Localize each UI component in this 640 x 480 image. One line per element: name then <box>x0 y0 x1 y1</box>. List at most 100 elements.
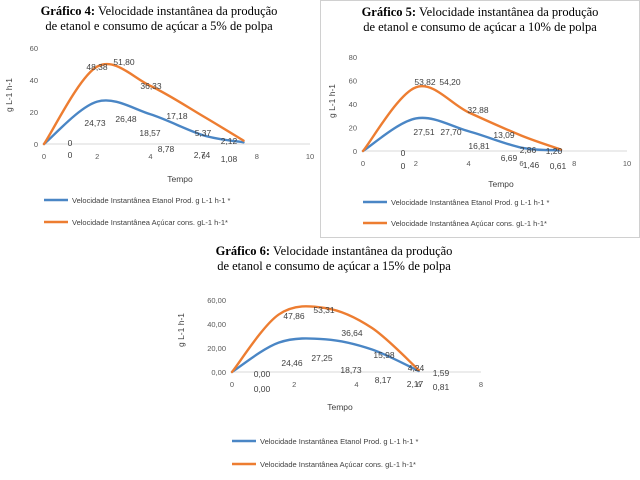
sugar-data-label: 0 <box>68 138 73 148</box>
x-tick-label: 4 <box>354 380 358 389</box>
sugar-data-label: 17,18 <box>166 111 188 121</box>
sugar-data-label: 5,37 <box>195 128 212 138</box>
ethanol-data-label: 0,00 <box>254 384 271 394</box>
sugar-data-label: 4,24 <box>408 363 425 373</box>
x-tick-label: 0 <box>230 380 234 389</box>
ethanol-data-label: 0,81 <box>433 382 450 392</box>
chart-title-rest: Velocidade instantânea da produção <box>418 5 599 19</box>
sugar-data-label: 51,80 <box>113 57 135 67</box>
x-tick-label: 6 <box>519 159 523 168</box>
y-tick-label: 0,00 <box>211 368 226 377</box>
chart-title: Gráfico 4: Velocidade instantânea da pro… <box>0 4 318 34</box>
chart-title-line2: de etanol e consumo de açúcar a 10% de p… <box>363 20 597 34</box>
ethanol-data-label: 18,73 <box>340 365 362 375</box>
x-axis-label: Tempo <box>327 402 353 412</box>
x-tick-label: 2 <box>414 159 418 168</box>
chart-panel-15pct: Gráfico 6: Velocidade instantânea da pro… <box>172 240 496 480</box>
sugar-data-label: 36,33 <box>140 81 162 91</box>
chart-panel-10pct: Gráfico 5: Velocidade instantânea da pro… <box>320 0 640 238</box>
x-axis-label: Tempo <box>167 174 193 184</box>
sugar-data-label: 36,64 <box>341 328 363 338</box>
y-tick-label: 60,00 <box>207 296 226 305</box>
chart-title: Gráfico 5: Velocidade instantânea da pro… <box>321 5 639 35</box>
sugar-data-label: 2,12 <box>221 136 238 146</box>
ethanol-data-label: 8,78 <box>158 144 175 154</box>
ethanol-data-label: 2,74 <box>194 150 211 160</box>
sugar-data-label: 1,20 <box>546 146 563 156</box>
x-tick-label: 6 <box>417 380 421 389</box>
sugar-data-label: 32,88 <box>467 105 489 115</box>
ethanol-data-label: 24,73 <box>84 118 106 128</box>
chart-title-bold: Gráfico 5: <box>361 5 417 19</box>
ethanol-data-label: 27,51 <box>413 127 435 137</box>
ethanol-data-label: 16,81 <box>468 141 490 151</box>
sugar-data-label: 0 <box>401 148 406 158</box>
ethanol-data-label: 18,57 <box>139 128 161 138</box>
chart-title-bold: Gráfico 6: <box>215 244 271 258</box>
sugar-data-label: 47,86 <box>283 311 305 321</box>
chart-title-rest: Velocidade instantânea da produção <box>97 4 278 18</box>
y-tick-label: 0 <box>353 147 357 156</box>
x-tick-label: 8 <box>255 152 259 161</box>
x-tick-label: 4 <box>467 159 471 168</box>
y-tick-label: 40 <box>30 76 38 85</box>
ethanol-series-line <box>230 337 420 374</box>
sugar-data-label: 13,09 <box>493 130 515 140</box>
legend-ethanol-label: Velocidade Instantânea Etanol Prod. g L-… <box>72 196 231 205</box>
ethanol-data-label: 24,46 <box>281 358 303 368</box>
sugar-data-label: 53,82 <box>414 77 436 87</box>
sugar-data-label: 15,98 <box>373 350 395 360</box>
sugar-series-line <box>42 62 245 146</box>
x-tick-label: 10 <box>306 152 314 161</box>
sugar-data-label: 0,00 <box>254 369 271 379</box>
ethanol-data-label: 2,17 <box>407 379 424 389</box>
ethanol-data-label: 27,70 <box>440 127 462 137</box>
ethanol-data-label: 0 <box>68 150 73 160</box>
legend-sugar-label: Velocidade Instantânea Açúcar cons. gL-1… <box>72 218 228 227</box>
legend-sugar-label: Velocidade Instantânea Açúcar cons. gL-1… <box>260 460 416 469</box>
chart-title-bold: Gráfico 4: <box>40 4 96 18</box>
ethanol-data-label: 8,17 <box>375 375 392 385</box>
legend-sugar-label: Velocidade Instantânea Açúcar cons. gL-1… <box>391 219 547 228</box>
sugar-data-label: 2,86 <box>520 145 537 155</box>
y-tick-label: 60 <box>30 44 38 53</box>
y-tick-label: 40 <box>349 100 357 109</box>
ethanol-data-label: 1,08 <box>221 154 238 164</box>
legend-ethanol-label: Velocidade Instantânea Etanol Prod. g L-… <box>391 198 550 207</box>
y-tick-label: 0 <box>34 140 38 149</box>
ethanol-series-line <box>361 116 563 153</box>
chart-title-rest: Velocidade instantânea da produção <box>272 244 453 258</box>
sugar-series-line <box>230 305 420 374</box>
y-tick-label: 20 <box>30 108 38 117</box>
chart-title-line2: de etanol e consumo de açúcar a 5% de po… <box>45 19 273 33</box>
ethanol-series-line <box>42 99 245 146</box>
ethanol-data-label: 0 <box>401 161 406 171</box>
y-tick-label: 60 <box>349 77 357 86</box>
x-tick-label: 8 <box>572 159 576 168</box>
y-tick-label: 40,00 <box>207 320 226 329</box>
x-tick-label: 0 <box>361 159 365 168</box>
chart-svg: 0,00 20,00 40,00 60,00 0 2 4 6 8 Tempo g L-1 h-1 0,… <box>176 296 483 469</box>
sugar-series-line <box>361 85 563 153</box>
x-tick-label: 2 <box>95 152 99 161</box>
chart-panel-5pct: Gráfico 4: Velocidade instantânea da pro… <box>0 0 318 238</box>
y-tick-label: 20 <box>349 124 357 133</box>
x-tick-label: 0 <box>42 152 46 161</box>
x-tick-label: 8 <box>479 380 483 389</box>
y-axis-label: g L-1 h-1 <box>327 84 337 118</box>
chart-title: Gráfico 6: Velocidade instantânea da pro… <box>172 244 496 274</box>
x-axis-label: Tempo <box>488 179 514 189</box>
sugar-data-label: 53,31 <box>313 305 335 315</box>
x-tick-label: 6 <box>202 152 206 161</box>
x-tick-label: 2 <box>292 380 296 389</box>
y-tick-label: 80 <box>349 53 357 62</box>
chart-title-line2: de etanol e consumo de açúcar a 15% de p… <box>217 259 451 273</box>
ethanol-data-label: 6,69 <box>501 153 518 163</box>
y-tick-label: 20,00 <box>207 344 226 353</box>
ethanol-data-label: 26,48 <box>115 114 137 124</box>
ethanol-data-label: 27,25 <box>311 353 333 363</box>
x-tick-label: 4 <box>148 152 152 161</box>
sugar-data-label: 1,59 <box>433 368 450 378</box>
y-axis-label: g L-1 h-1 <box>4 78 14 112</box>
